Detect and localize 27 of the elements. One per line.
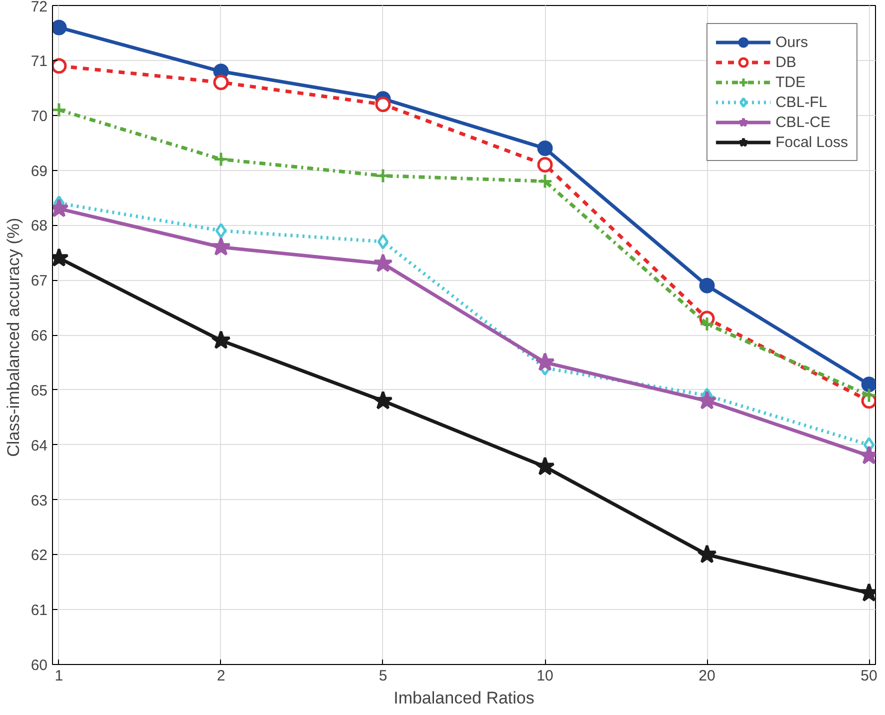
y-tick-label: 60 bbox=[30, 657, 48, 674]
y-tick-label: 72 bbox=[30, 0, 48, 16]
x-tick-label: 1 bbox=[54, 668, 64, 684]
y-tick-label: 69 bbox=[30, 162, 48, 180]
y-tick-label: 62 bbox=[30, 547, 48, 564]
legend-label: Ours bbox=[775, 34, 808, 50]
legend-label: TDE bbox=[775, 74, 806, 90]
legend-label: CBL-CE bbox=[775, 114, 830, 130]
y-tick-label: 61 bbox=[30, 602, 48, 620]
y-tick-label: 66 bbox=[30, 328, 48, 344]
legend-label: Focal Loss bbox=[775, 134, 848, 150]
x-tick-label: 2 bbox=[216, 668, 226, 684]
y-tick-label: 63 bbox=[30, 492, 48, 510]
y-tick-label: 68 bbox=[30, 218, 48, 235]
x-tick-label: 20 bbox=[698, 668, 716, 684]
legend-label: CBL-FL bbox=[775, 94, 828, 110]
y-tick-label: 71 bbox=[30, 52, 48, 70]
y-tick-label: 65 bbox=[30, 382, 48, 400]
x-tick-label: 50 bbox=[860, 668, 878, 684]
x-tick-label: 5 bbox=[378, 668, 388, 684]
y-tick-label: 64 bbox=[30, 437, 48, 454]
x-axis-title: Imbalanced Ratios bbox=[394, 688, 534, 708]
legend-label: DB bbox=[775, 54, 796, 70]
x-tick-label: 10 bbox=[536, 668, 554, 684]
y-axis-title: Class-imbalanced accuracy (%) bbox=[4, 218, 23, 457]
y-tick-label: 67 bbox=[30, 272, 48, 290]
y-tick-label: 70 bbox=[30, 108, 48, 125]
